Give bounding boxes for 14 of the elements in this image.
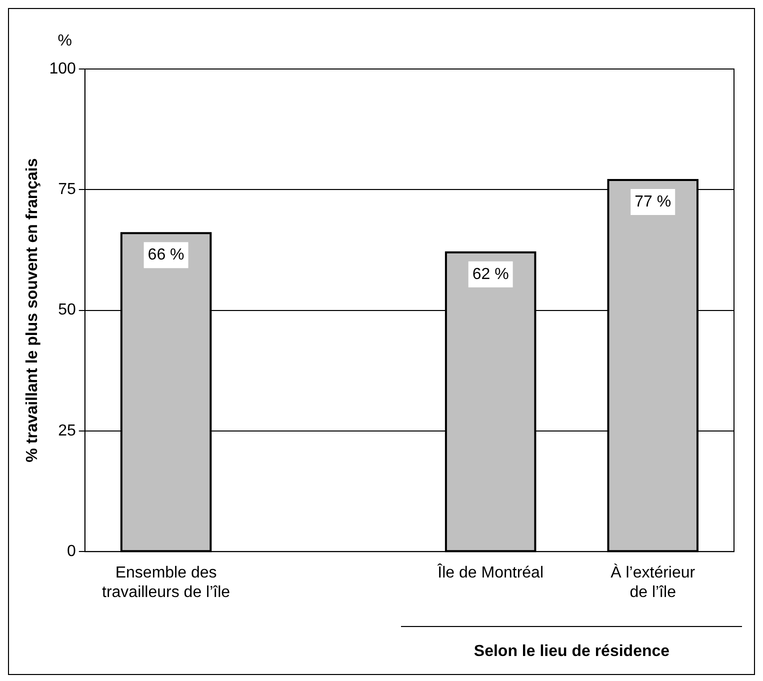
y-axis-title: % travaillant le plus souvent en français: [24, 158, 42, 462]
y-tick-label: 25: [58, 422, 76, 440]
x-axis-title: Selon le lieu de résidence: [474, 643, 670, 660]
x-tick-label: Île de Montréal: [436, 564, 544, 582]
data-label: 66 %: [148, 246, 184, 264]
y-tick-label: 75: [58, 181, 76, 198]
y-tick-label: 0: [66, 543, 76, 560]
text: %: [58, 32, 72, 50]
x-tick-label: À l’extérieur de l’île: [610, 564, 696, 601]
data-label: 77 %: [634, 193, 672, 210]
data-label: 62 %: [472, 266, 509, 283]
x-tick-label: Ensemble des travailleurs de l’île: [102, 564, 230, 601]
y-tick-label: 50: [58, 302, 76, 319]
y-tick-label: 100: [49, 60, 76, 78]
